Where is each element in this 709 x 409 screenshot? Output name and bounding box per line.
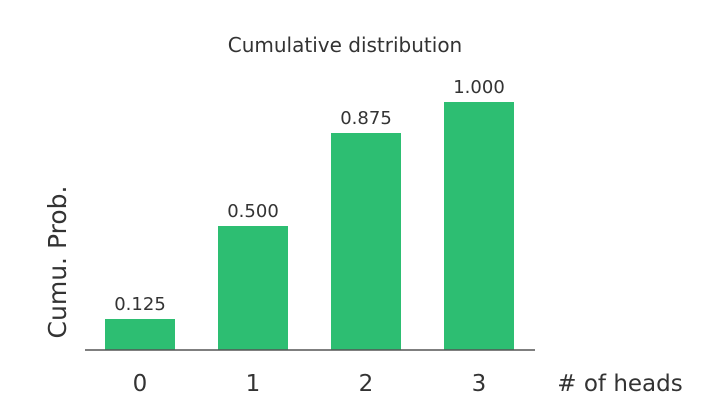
- bar-0: [105, 319, 175, 350]
- bar-2: [331, 133, 401, 350]
- x-tick-label-2: 2: [359, 371, 374, 397]
- value-labels-layer: 0.125 0.500 0.875 1.000: [114, 77, 505, 315]
- value-label-1: 0.500: [227, 201, 279, 222]
- x-tick-label-0: 0: [133, 371, 148, 397]
- bar-1: [218, 226, 288, 350]
- tick-labels-layer: 0 1 2 3: [133, 371, 487, 397]
- y-axis-title: Cumu. Prob.: [43, 186, 72, 339]
- x-tick-label-1: 1: [246, 371, 261, 397]
- chart-title: Cumulative distribution: [228, 33, 462, 57]
- value-label-0: 0.125: [114, 294, 166, 315]
- x-tick-label-3: 3: [472, 371, 487, 397]
- value-label-3: 1.000: [453, 77, 505, 98]
- x-axis-title: # of heads: [557, 371, 682, 397]
- bar-3: [444, 102, 514, 350]
- bars-layer: [105, 102, 514, 350]
- value-label-2: 0.875: [340, 108, 392, 129]
